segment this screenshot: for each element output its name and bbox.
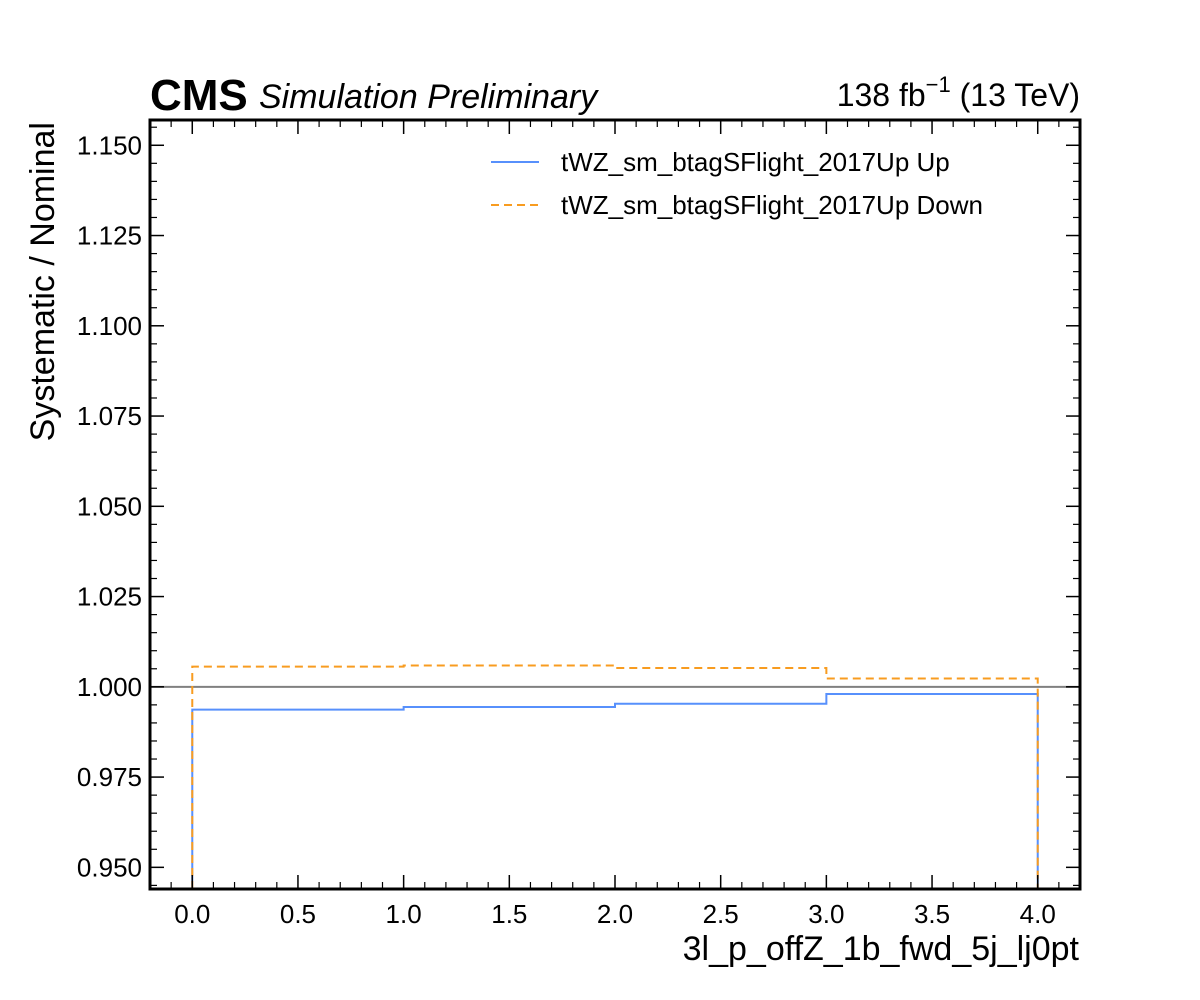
x-axis-label: 3l_p_offZ_1b_fwd_5j_lj0pt bbox=[683, 930, 1080, 968]
ticks-group: 0.0 0.5 1.0 1.5 2.0 2.5 3.0 3.5 4.0 0.950 0.975 1.0… bbox=[77, 120, 1080, 929]
x-tick-label: 0.5 bbox=[280, 899, 316, 929]
y-tick-label: 0.950 bbox=[77, 852, 142, 882]
lumi-prefix: 138 fb bbox=[837, 77, 926, 113]
luminosity-label: 138 fb−1 (13 TeV) bbox=[837, 72, 1080, 113]
x-tick-label: 2.5 bbox=[703, 899, 739, 929]
status-label: Simulation Preliminary bbox=[259, 78, 599, 116]
y-tick-label: 1.025 bbox=[77, 582, 142, 612]
plot-frame bbox=[148, 118, 1082, 891]
y-tick-label: 1.100 bbox=[77, 311, 142, 341]
lumi-exponent: −1 bbox=[926, 72, 951, 97]
series-line-2 bbox=[191, 664, 1039, 889]
x-tick-label: 3.5 bbox=[914, 899, 950, 929]
y-axis-label: Systematic / Nominal bbox=[24, 122, 62, 441]
series-line-1 bbox=[191, 693, 1039, 889]
legend: tWZ_sm_btagSFlight_2017Up Up tWZ_sm_btagS… bbox=[491, 147, 983, 220]
legend-label-2: tWZ_sm_btagSFlight_2017Up Down bbox=[561, 190, 983, 220]
x-tick-label: 1.0 bbox=[386, 899, 422, 929]
lumi-suffix: (13 TeV) bbox=[951, 77, 1080, 113]
x-tick-label: 0.0 bbox=[174, 899, 210, 929]
y-tick-label: 1.125 bbox=[77, 221, 142, 251]
x-tick-label: 4.0 bbox=[1020, 899, 1056, 929]
y-tick-label: 1.050 bbox=[77, 491, 142, 521]
x-tick-label: 1.5 bbox=[491, 899, 527, 929]
y-tick-label: 1.000 bbox=[77, 672, 142, 702]
legend-label-1: tWZ_sm_btagSFlight_2017Up Up bbox=[561, 147, 950, 177]
y-tick-label: 1.150 bbox=[77, 130, 142, 160]
x-tick-label: 2.0 bbox=[597, 899, 633, 929]
experiment-label: CMS bbox=[150, 71, 248, 120]
y-tick-label: 0.975 bbox=[77, 762, 142, 792]
series-group bbox=[191, 664, 1039, 889]
x-tick-label: 3.0 bbox=[808, 899, 844, 929]
y-tick-label: 1.075 bbox=[77, 401, 142, 431]
